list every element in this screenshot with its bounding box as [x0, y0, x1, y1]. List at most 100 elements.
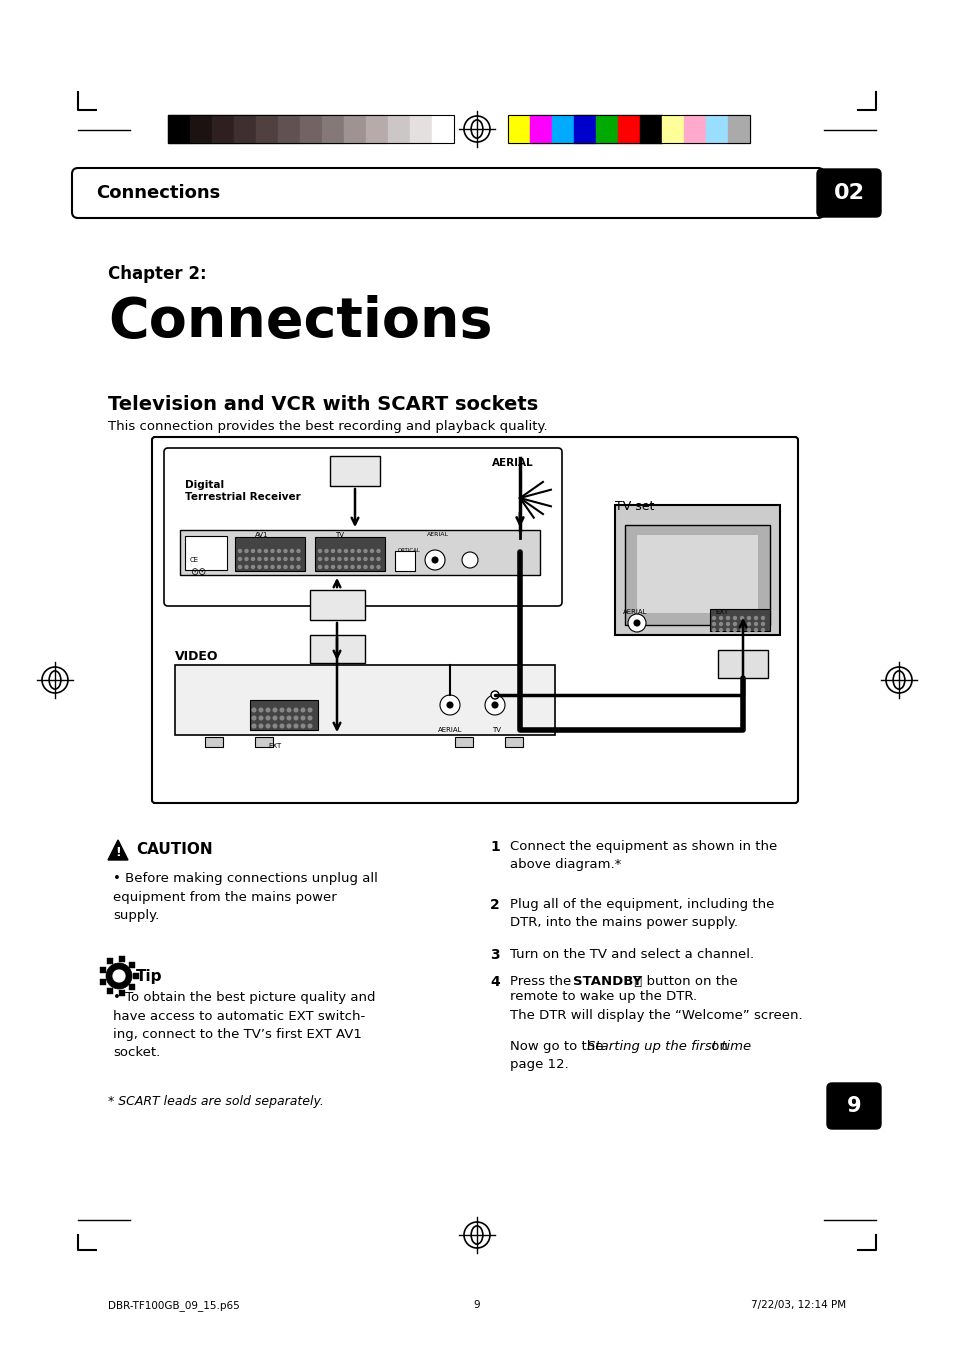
Bar [168, 115, 190, 143]
Circle shape [277, 566, 280, 569]
Text: 9: 9 [474, 1300, 479, 1310]
Text: AV1: AV1 [254, 532, 268, 538]
Circle shape [238, 558, 241, 561]
Bar [624, 526, 769, 626]
Circle shape [245, 550, 248, 553]
Text: Press the: Press the [510, 975, 579, 988]
Circle shape [719, 623, 721, 626]
Text: OPTICAL: OPTICAL [397, 549, 420, 553]
Circle shape [301, 708, 304, 712]
Text: ⊙⊙: ⊙⊙ [190, 567, 206, 577]
Bar [639, 115, 661, 143]
Bar [299, 115, 322, 143]
Circle shape [257, 550, 261, 553]
Circle shape [252, 558, 254, 561]
Circle shape [280, 708, 283, 712]
Circle shape [112, 969, 126, 984]
Circle shape [447, 703, 453, 708]
Text: AERIAL: AERIAL [437, 727, 462, 734]
Circle shape [318, 566, 321, 569]
Text: ⏻ button on the: ⏻ button on the [629, 975, 737, 988]
Circle shape [296, 550, 299, 553]
Circle shape [264, 550, 267, 553]
Circle shape [271, 566, 274, 569]
Text: This connection provides the best recording and playback quality.: This connection provides the best record… [108, 420, 547, 434]
Circle shape [252, 708, 255, 712]
Text: Starting up the first time: Starting up the first time [586, 1040, 750, 1052]
Bar [314, 536, 385, 571]
Circle shape [245, 558, 248, 561]
Bar [174, 665, 555, 735]
Bar [574, 115, 596, 143]
Circle shape [726, 623, 729, 626]
Circle shape [740, 616, 742, 620]
Circle shape [284, 558, 287, 561]
Text: CAUTION: CAUTION [136, 843, 213, 858]
Text: VIDEO: VIDEO [174, 650, 218, 663]
Bar [596, 115, 618, 143]
Circle shape [484, 694, 504, 715]
Bar [718, 650, 767, 678]
Circle shape [318, 550, 321, 553]
FancyBboxPatch shape [826, 1084, 880, 1129]
Circle shape [357, 566, 360, 569]
Circle shape [238, 566, 241, 569]
Bar [366, 115, 388, 143]
Circle shape [357, 550, 360, 553]
Bar [212, 115, 233, 143]
Bar [233, 115, 255, 143]
Circle shape [331, 558, 335, 561]
Circle shape [264, 558, 267, 561]
Bar [185, 536, 227, 570]
Circle shape [280, 716, 283, 720]
Text: 7/22/03, 12:14 PM: 7/22/03, 12:14 PM [750, 1300, 845, 1310]
Circle shape [252, 550, 254, 553]
Circle shape [280, 724, 283, 728]
Bar [530, 115, 552, 143]
Bar [180, 530, 539, 576]
Text: 9: 9 [846, 1096, 861, 1116]
Circle shape [294, 708, 297, 712]
Circle shape [325, 566, 328, 569]
Circle shape [325, 550, 328, 553]
Bar [205, 738, 223, 747]
Circle shape [344, 558, 347, 561]
Circle shape [252, 566, 254, 569]
Circle shape [308, 708, 312, 712]
Circle shape [439, 694, 459, 715]
Text: EXT: EXT [268, 743, 281, 748]
Circle shape [747, 623, 750, 626]
Bar [310, 635, 365, 663]
Circle shape [325, 558, 328, 561]
Circle shape [370, 550, 374, 553]
Bar [234, 536, 305, 571]
Circle shape [351, 566, 354, 569]
Text: AERIAL: AERIAL [427, 532, 449, 536]
Circle shape [432, 557, 437, 563]
Circle shape [266, 708, 270, 712]
Text: Television and VCR with SCART sockets: Television and VCR with SCART sockets [108, 394, 537, 413]
Bar [255, 115, 277, 143]
Bar [455, 738, 473, 747]
Circle shape [301, 724, 304, 728]
Bar [250, 700, 317, 730]
Text: * SCART leads are sold separately.: * SCART leads are sold separately. [108, 1096, 323, 1108]
Bar [108, 958, 113, 965]
Circle shape [726, 616, 729, 620]
Circle shape [733, 623, 736, 626]
Text: TV set: TV set [615, 500, 654, 513]
Circle shape [733, 616, 736, 620]
Circle shape [266, 724, 270, 728]
Circle shape [291, 558, 294, 561]
Bar [132, 973, 139, 979]
Circle shape [252, 716, 255, 720]
Circle shape [364, 566, 367, 569]
Bar [432, 115, 454, 143]
Circle shape [245, 566, 248, 569]
FancyBboxPatch shape [164, 449, 561, 607]
Polygon shape [108, 840, 128, 861]
Circle shape [760, 623, 763, 626]
Bar [108, 988, 113, 994]
Circle shape [277, 550, 280, 553]
Text: on: on [706, 1040, 727, 1052]
